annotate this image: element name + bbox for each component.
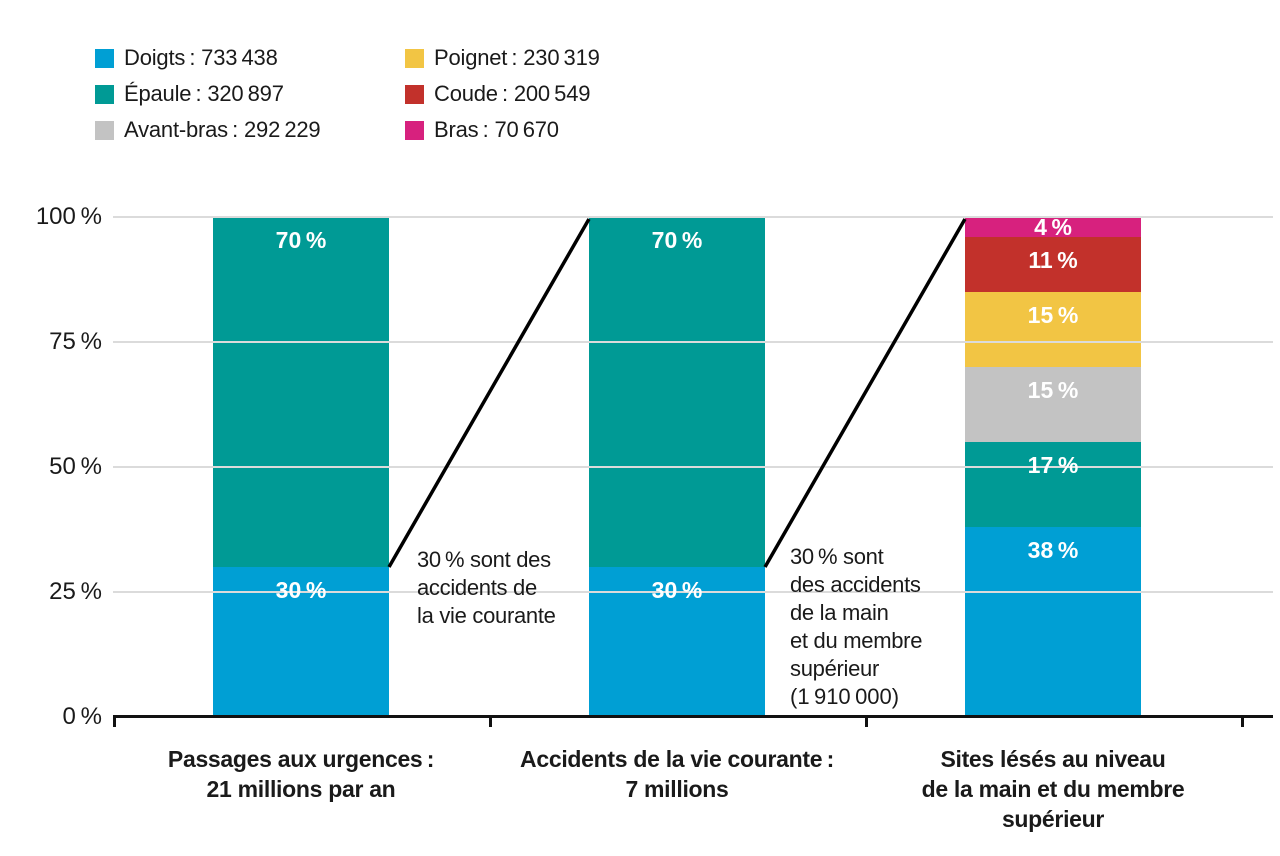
annotation-line: (1 910 000) — [790, 684, 900, 709]
x-axis-category-label: Passages aux urgences : 21 millions par a… — [111, 744, 491, 804]
annotation-line: des accidents — [790, 572, 921, 597]
connector-line — [763, 218, 967, 568]
annotation-line: 30 % sont des — [417, 547, 551, 572]
bar-segment-avant-bras — [965, 367, 1141, 442]
legend-swatch-icon — [95, 48, 114, 68]
bar-segment-label: 15 % — [1027, 302, 1079, 328]
x-axis-category-label-line: 7 millions — [625, 776, 729, 802]
x-axis-tick — [1241, 715, 1244, 727]
x-axis-category-label-line: 21 millions par an — [206, 776, 396, 802]
bar-segment-paule — [965, 442, 1141, 527]
x-axis-category-label-line: de la main et du membre — [921, 776, 1185, 802]
legend-item-label: Avant-bras : 292 229 — [124, 117, 321, 142]
annotation-line: accidents de — [417, 575, 537, 600]
annotation-line: supérieur — [790, 656, 880, 681]
legend-item-label: Épaule : 320 897 — [124, 81, 284, 106]
bar-segment-bras — [965, 217, 1141, 237]
legend-item-doigts: Doigts : 733 438 — [95, 45, 278, 71]
y-axis-tick-label: 25 % — [49, 578, 102, 605]
y-axis-tick-label: 100 % — [35, 203, 102, 230]
legend-item-label: Doigts : 733 438 — [124, 45, 278, 70]
legend-item-coude: Coude : 200 549 — [405, 81, 590, 107]
legend-item-paule: Épaule : 320 897 — [95, 81, 284, 107]
gridline-75 — [113, 341, 1273, 343]
bar-segment-label: 30 % — [275, 577, 327, 603]
y-axis-tick-label: 50 % — [49, 453, 102, 480]
x-axis-category-label-line: Sites lésés au niveau — [940, 746, 1166, 772]
gridline-100 — [113, 216, 1273, 218]
bar-segment-label: 17 % — [1027, 452, 1079, 478]
annotation-line: 30 % sont — [790, 544, 884, 569]
legend-item-poignet: Poignet : 230 319 — [405, 45, 600, 71]
x-axis-category-label: Sites lésés au niveau de la main et du me… — [863, 744, 1243, 834]
y-axis-tick-label: 0 % — [62, 703, 103, 730]
gridline-50 — [113, 466, 1273, 468]
bar-segment-label: 70 % — [651, 227, 703, 253]
x-axis-tick — [489, 715, 492, 727]
x-axis-category-label-line: Passages aux urgences : — [167, 746, 435, 772]
gridline-25 — [113, 591, 1273, 593]
bar-segment-doigts — [965, 527, 1141, 717]
bar-segment-label: 15 % — [1027, 377, 1079, 403]
x-axis-category-label-line: supérieur — [1001, 806, 1105, 832]
bar-segment-label: 30 % — [651, 577, 703, 603]
legend-item-label: Bras : 70 670 — [434, 117, 559, 142]
legend-item-bras: Bras : 70 670 — [405, 117, 559, 143]
x-axis-category-label-line: Accidents de la vie courante : — [520, 746, 834, 772]
x-axis-category-label: Accidents de la vie courante : 7 millions — [487, 744, 867, 804]
bar-segment-label: 11 % — [1028, 247, 1078, 273]
bar-segment — [589, 217, 765, 567]
annotation-line: la vie courante — [417, 603, 556, 628]
legend-swatch-icon — [405, 120, 424, 140]
x-axis-tick — [865, 715, 868, 727]
legend-swatch-icon — [95, 84, 114, 104]
annotation-line: et du membre — [790, 628, 923, 653]
legend-swatch-icon — [95, 120, 114, 140]
bar-segment-label: 4 % — [1034, 214, 1072, 240]
annotation-1: 30 % sont des accidents de la vie courante — [417, 546, 556, 630]
bar-segment-coude — [965, 237, 1141, 292]
bar-segment-label: 38 % — [1027, 537, 1079, 563]
legend-swatch-icon — [405, 48, 424, 68]
legend-swatch-icon — [405, 84, 424, 104]
bar-segment-poignet — [965, 292, 1141, 367]
bar-segment-label: 70 % — [275, 227, 327, 253]
bar-segment — [213, 217, 389, 567]
legend-item-avant-bras: Avant-bras : 292 229 — [95, 117, 321, 143]
annotation-line: de la main — [790, 600, 889, 625]
x-axis-line — [113, 715, 1273, 718]
legend-item-label: Poignet : 230 319 — [434, 45, 600, 70]
x-axis-tick — [113, 715, 116, 727]
connector-lines — [387, 218, 967, 568]
annotation-2: 30 % sont des accidents de la main et du me… — [790, 543, 922, 711]
plot-area: 100 % 75 % 50 % 25 % 0 % 30 % 70 % Passages aux… — [36, 203, 1273, 856]
connector-line — [387, 218, 591, 568]
y-axis-tick-label: 75 % — [49, 328, 102, 355]
legend-item-label: Coude : 200 549 — [434, 81, 591, 106]
